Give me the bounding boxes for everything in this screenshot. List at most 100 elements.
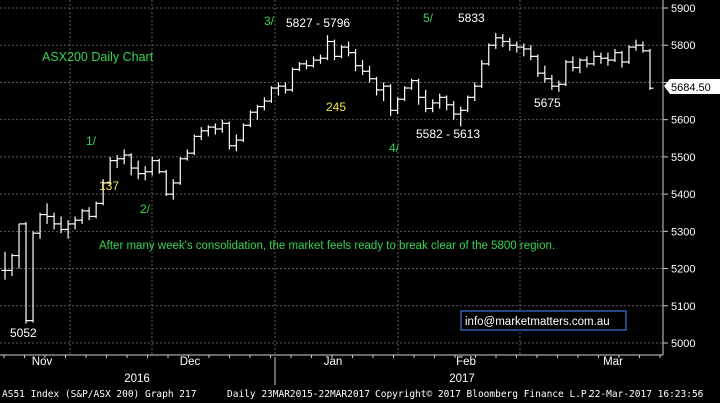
ohlc-bar [232,134,240,152]
y-tick-label: 5400 [671,189,695,201]
ohlc-bar [57,216,65,234]
ohlc-bar [85,207,93,221]
x-month-label: Mar [603,356,623,368]
price-bars [1,32,654,324]
last-price-label: 5684.50 [671,82,711,94]
ohlc-bar [338,45,346,59]
ohlc-bar [583,56,591,68]
chart-annotation: 5833 [458,11,485,25]
ohlc-bar [590,50,598,66]
ohlc-bar [527,45,535,61]
ohlc-bar [169,179,177,200]
status-timestamp: 22-Mar-2017 16:23:56 [589,389,704,400]
watermark-text: info@marketmatters.com.au [465,316,610,328]
ohlc-bar [106,156,114,185]
ohlc-bar [22,222,30,324]
ohlc-bar [316,54,324,64]
ohlc-bar [211,123,219,135]
y-tick-label: 5600 [671,115,695,127]
ohlc-bar [162,169,170,196]
ohlc-bar [618,50,626,68]
ohlc-bar [127,153,135,176]
ohlc-bar [429,99,437,113]
y-tick-label: 5200 [671,264,695,276]
ohlc-bar [29,231,37,323]
y-tick-label: 5300 [671,226,695,238]
chart-annotation: 3/ [264,14,275,28]
annotations: 5052 1/137 2/3/5827 - 5796 245 4/5582 - 5613… [10,11,561,340]
ohlc-bar [78,209,86,224]
x-month-label: Dec [180,356,201,368]
x-month-label: Jan [324,356,343,368]
ohlc-bar [387,84,395,116]
ohlc-bar [576,58,584,74]
ohlc-bar [597,52,605,64]
chart-title: ASX200 Daily Chart [42,50,154,64]
ohlc-bar [646,48,654,90]
ohlc-bar [373,76,381,96]
ohlc-bar [562,60,570,87]
ohlc-bar [408,78,416,90]
ohlc-bar [309,56,317,68]
ohlc-bar [8,253,16,276]
y-axis: 5000510052005300540055005600570058005900 [662,0,695,355]
ohlc-bar [204,125,212,137]
ohlc-bar [422,89,430,113]
y-tick-label: 5000 [671,338,695,350]
chart-annotation: 5582 - 5613 [416,127,480,141]
ohlc-bar [134,160,142,180]
ohlc-bar [604,52,612,66]
chart-annotation: 1/ [86,134,97,148]
ohlc-bar [99,179,107,206]
ohlc-bar [436,93,444,109]
y-tick-label: 5100 [671,301,695,313]
ohlc-bar [1,251,9,280]
ohlc-bar [485,43,493,66]
ohlc-bar [415,78,423,105]
ohlc-bar [534,54,542,77]
ohlc-bar [513,41,521,53]
ohlc-bar [190,134,198,156]
ohlc-bar [274,82,282,96]
ohlc-bar [639,41,647,53]
ohlc-bar [225,121,233,150]
status-index: AS51 Index (S&P/ASX 200) Graph 217 [2,389,197,400]
ohlc-bar [71,216,79,230]
chart-annotation: 137 [99,179,119,193]
ohlc-bar [50,212,58,230]
y-tick-label: 5800 [671,40,695,52]
x-axis: Nov Dec Jan Feb Mar 2016 2017 [0,354,663,385]
ohlc-bar [394,97,402,115]
chart-grid [0,0,663,355]
ohlc-bar [471,82,479,102]
ohlc-bar [366,65,374,83]
ohlc-bar [548,75,556,90]
ohlc-bar [36,212,44,239]
chart-annotation: After many week's consolidation, the mar… [99,240,555,252]
ohlc-bar [260,97,268,111]
ohlc-bar [541,65,549,83]
ohlc-bar [520,43,528,57]
ohlc-bar [176,156,184,185]
ohlc-bar [359,60,367,75]
status-range: Daily 23MAR2015-22MAR2017 [227,389,370,400]
ohlc-bar [64,220,72,239]
ohlc-bar [569,56,577,72]
chart-annotation: 4/ [389,141,400,155]
ohlc-bar [92,201,100,219]
ohlc-bar [218,119,226,133]
x-month-label: Feb [456,356,476,368]
chart-annotation: 5827 - 5796 [286,16,350,30]
ohlc-bar [464,95,472,113]
ohlc-bar [345,41,353,57]
x-month-label: Nov [32,356,53,368]
chart-annotation: 5052 [10,326,37,340]
ohlc-bar [302,60,310,70]
status-copyright: Copyright© 2017 Bloomberg Finance L.P. [375,389,593,400]
ohlc-bar [183,149,191,161]
last-price-tag: 5684.50 [664,79,720,94]
ohlc-bar [43,203,51,224]
ohlc-bar [506,37,514,51]
chart-annotation: 5675 [534,96,561,110]
ohlc-bar [281,82,289,94]
